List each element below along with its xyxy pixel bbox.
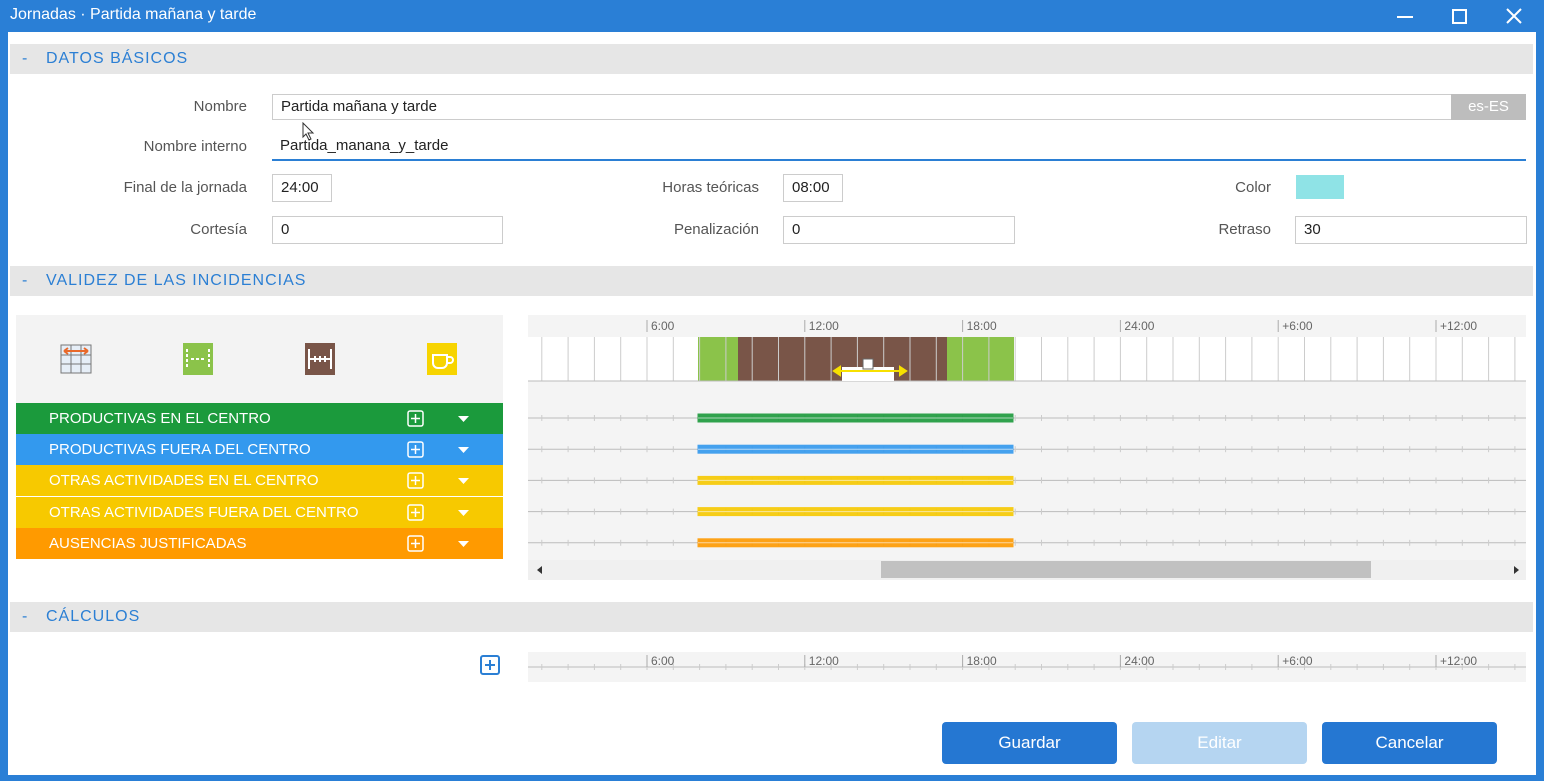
incidence-name: PRODUCTIVAS FUERA DEL CENTRO: [49, 441, 311, 459]
incidence-row: OTRAS ACTIVIDADES FUERA DEL CENTRO: [16, 496, 503, 528]
handle[interactable]: [862, 358, 874, 370]
add-icon[interactable]: [407, 503, 424, 521]
input[interactable]: Partida_manana_y_tarde: [272, 133, 1526, 161]
label: Retraso: [1218, 221, 1271, 238]
section-title: VALIDEZ DE LAS INCIDENCIAS: [46, 272, 307, 289]
section-title: DATOS BÁSICOS: [46, 50, 189, 67]
toggle[interactable]: -: [22, 608, 29, 625]
tick-label: +6:00: [1282, 319, 1313, 333]
icon-break[interactable]: [427, 343, 457, 375]
incidence-row: OTRAS ACTIVIDADES EN EL CENTRO: [16, 465, 503, 497]
label: Penalización: [673, 221, 759, 238]
label: Nombre: [193, 98, 247, 115]
add-plus: [411, 507, 420, 517]
input[interactable]: 0: [783, 216, 1015, 244]
add-plus: [411, 445, 420, 455]
label: Horas teóricas: [662, 179, 759, 196]
grid-bg: [528, 337, 1526, 381]
add-plus: [411, 414, 420, 423]
maximize[interactable]: [1452, 9, 1467, 24]
save-button[interactable]: Guardar: [942, 722, 1117, 764]
expand-arrow[interactable]: [458, 447, 469, 454]
add-icon[interactable]: [407, 441, 424, 458]
expand-arrow[interactable]: [458, 509, 469, 516]
cancel-button[interactable]: Cancelar: [1322, 722, 1497, 764]
row-actions: [407, 472, 469, 490]
incidence-name: AUSENCIAS JUSTIFICADAS: [49, 534, 247, 552]
tick-label: 12:00: [809, 319, 839, 333]
section-header[interactable]: - CÁLCULOS: [10, 602, 1533, 632]
add-calc[interactable]: [480, 655, 500, 675]
toggle[interactable]: -: [22, 272, 29, 289]
tick-label: 12:00: [809, 654, 839, 668]
incidence-row: AUSENCIAS JUSTIFICADAS: [16, 527, 503, 559]
label: Nombre interno: [143, 138, 247, 155]
cursor: [302, 122, 315, 141]
label: Color: [1235, 179, 1271, 196]
section-title: CÁLCULOS: [46, 608, 141, 625]
input[interactable]: 30: [1295, 216, 1527, 244]
icon-fixed[interactable]: [305, 343, 335, 375]
tick-label: 24:00: [1124, 319, 1154, 333]
add-icon[interactable]: [407, 472, 424, 490]
input[interactable]: 24:00: [272, 174, 332, 202]
add-icon[interactable]: [407, 535, 424, 552]
add-icon[interactable]: [407, 410, 424, 427]
locale[interactable]: es-ES: [1451, 94, 1526, 120]
window-title: Jornadas · Partida mañana y tarde: [10, 6, 257, 23]
label: Cortesía: [190, 221, 247, 238]
icon-schedule[interactable]: [60, 344, 92, 374]
tick-label: 6:00: [651, 654, 675, 668]
tick-label: 6:00: [651, 319, 675, 333]
window-controls[interactable]: [1390, 4, 1530, 28]
toggle[interactable]: -: [22, 50, 29, 67]
tick-label: +12:00: [1440, 654, 1477, 668]
row-actions: [407, 410, 469, 427]
add-plus: [411, 538, 420, 548]
row-actions: [407, 503, 469, 521]
label: Final de la jornada: [123, 179, 247, 196]
tick-label: 18:00: [967, 654, 997, 668]
expand-arrow[interactable]: [458, 540, 469, 547]
icon-range[interactable]: [183, 343, 213, 375]
scroll-left[interactable]: [537, 566, 542, 574]
incidence-name: PRODUCTIVAS EN EL CENTRO: [49, 410, 271, 427]
input[interactable]: Partida mañana y tarde: [272, 94, 1452, 120]
tick-label: +12:00: [1440, 319, 1477, 333]
input[interactable]: 0: [272, 216, 503, 244]
row-actions: [407, 535, 469, 552]
handle-arrows: [832, 365, 908, 377]
edit-button: Editar: [1132, 722, 1307, 764]
input[interactable]: 08:00: [783, 174, 843, 202]
tick-label: +6:00: [1282, 654, 1313, 668]
tick-label: 24:00: [1124, 654, 1154, 668]
scroll-right[interactable]: [1514, 566, 1519, 574]
tick-label: 18:00: [967, 319, 997, 333]
incidence-name: OTRAS ACTIVIDADES FUERA DEL CENTRO: [49, 503, 359, 521]
color-swatch[interactable]: [1296, 175, 1344, 199]
incidence-row: PRODUCTIVAS FUERA DEL CENTRO: [16, 434, 503, 466]
expand-arrow[interactable]: [458, 478, 469, 485]
block: [698, 337, 738, 381]
incidence-name: OTRAS ACTIVIDADES EN EL CENTRO: [49, 472, 319, 490]
section-header[interactable]: - DATOS BÁSICOS: [10, 44, 1533, 74]
expand-arrow[interactable]: [458, 416, 469, 422]
section-header[interactable]: - VALIDEZ DE LAS INCIDENCIAS: [10, 266, 1533, 296]
close[interactable]: [1506, 8, 1522, 24]
add-plus: [411, 476, 420, 486]
timeline: 6:00 12:00 18:00 24:00 +6:00 +12:00: [528, 315, 1526, 580]
tool-icons: [16, 315, 503, 403]
block: [947, 337, 1014, 381]
row-actions: [407, 441, 469, 458]
calc-timeline: 6:00 12:00 18:00 24:00 +6:00 +12:00: [528, 652, 1526, 682]
incidence-row: PRODUCTIVAS EN EL CENTRO: [16, 403, 503, 434]
scroll-thumb[interactable]: [881, 561, 1371, 578]
